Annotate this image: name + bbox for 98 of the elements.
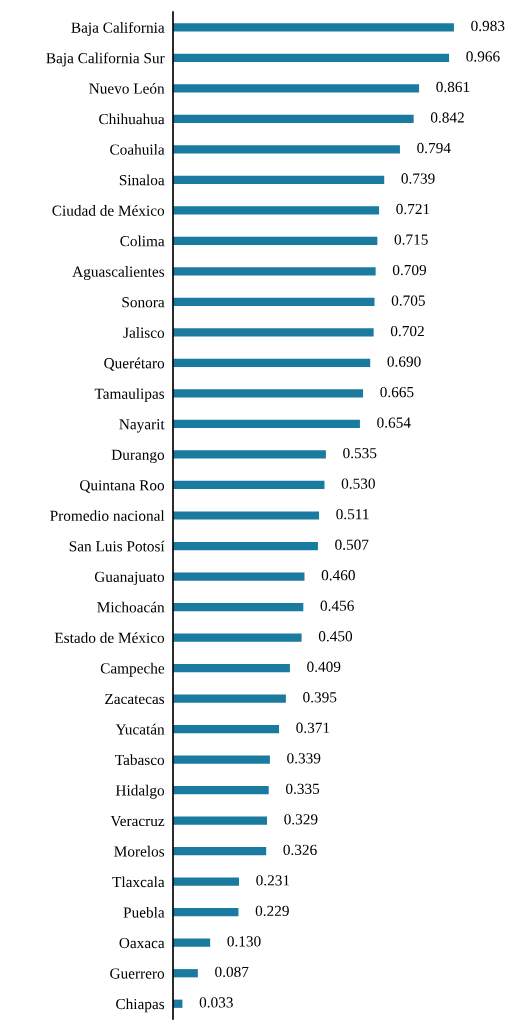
y-tick-label: Quintana Roo (80, 480, 165, 493)
y-tick-label: Yucatán (115, 723, 165, 735)
y-tick-label: Campeche (100, 662, 165, 677)
data-label: 0.371 (296, 722, 330, 733)
data-label: 0.033 (199, 997, 233, 1008)
data-label: 0.861 (436, 81, 470, 93)
y-tick-label: Tabasco (115, 754, 165, 766)
bar (173, 572, 305, 581)
bar (173, 847, 267, 856)
data-label: 0.511 (336, 509, 369, 520)
bar (173, 541, 318, 551)
data-label: 0.339 (287, 753, 321, 764)
data-label: 0.665 (380, 386, 414, 398)
y-tick-label: Veracruz (110, 815, 165, 827)
data-label: 0.794 (417, 142, 451, 154)
data-label: 0.329 (284, 814, 318, 825)
y-tick-label: Zacatecas (105, 693, 165, 705)
y-tick-label: Puebla (123, 906, 165, 918)
bar (173, 419, 360, 429)
bar (173, 938, 211, 947)
bar (173, 480, 325, 490)
bar (173, 450, 326, 459)
bar (173, 84, 420, 93)
bar (173, 908, 239, 917)
bar (173, 236, 378, 245)
bar (173, 145, 400, 154)
y-tick-label: Baja California (71, 21, 165, 36)
y-tick-label: Chiapas (116, 998, 165, 1013)
y-tick-label: Aguascalientes (72, 266, 165, 280)
bar (173, 53, 450, 62)
data-label: 0.535 (343, 447, 377, 459)
data-label: 0.450 (318, 631, 353, 642)
bar (173, 816, 268, 825)
bar (173, 633, 302, 642)
y-tick-label: Querétaro (104, 357, 165, 371)
data-label: 0.739 (401, 173, 435, 184)
data-label: 0.409 (307, 661, 341, 672)
y-tick-label: Coahuila (110, 144, 165, 155)
y-tick-label: Guanajuato (94, 571, 165, 586)
data-label: 0.983 (471, 20, 505, 32)
y-tick-label: Guerrero (110, 968, 165, 979)
bar (173, 297, 375, 307)
y-tick-label: Tamaulipas (94, 388, 165, 402)
data-label: 0.842 (430, 112, 464, 123)
data-label: 0.715 (394, 234, 428, 245)
y-tick-label: Nayarit (119, 419, 165, 433)
y-tick-label: Sinaloa (119, 174, 165, 186)
data-label: 0.690 (387, 356, 421, 367)
bar (173, 511, 320, 520)
y-tick-label: Promedio nacional (50, 510, 165, 521)
bar (173, 694, 286, 703)
data-label: 0.231 (256, 875, 290, 886)
y-tick-label: Durango (111, 449, 165, 464)
data-label: 0.702 (390, 325, 424, 337)
bar (173, 114, 414, 123)
data-label: 0.721 (396, 203, 430, 215)
data-label: 0.460 (321, 570, 355, 581)
y-tick-label: Morelos (114, 845, 165, 857)
y-tick-label: Ciudad de México (52, 205, 165, 216)
y-tick-label: Jalisco (123, 327, 165, 338)
y-tick-label: Colima (120, 235, 165, 247)
bar (173, 267, 376, 276)
y-tick-label: Hidalgo (115, 784, 165, 799)
y-tick-label: Baja California Sur (46, 52, 165, 67)
bar (173, 175, 385, 184)
y-tick-label: Oaxaca (119, 937, 165, 949)
data-label: 0.507 (335, 539, 369, 550)
bar (173, 389, 364, 398)
data-label: 0.709 (392, 264, 427, 276)
data-label: 0.130 (227, 936, 261, 947)
bar (173, 663, 290, 673)
data-label: 0.966 (466, 51, 500, 62)
y-tick-label: Chihuahua (99, 113, 165, 125)
bar (173, 786, 269, 795)
y-tick-label: Estado de México (54, 632, 165, 644)
data-label: 0.395 (303, 692, 337, 703)
bar (173, 23, 454, 32)
bar (173, 602, 304, 612)
y-tick-label: Sonora (122, 297, 165, 308)
data-label: 0.229 (255, 905, 289, 917)
bar (173, 724, 280, 734)
y-tick-label: Tlaxcala (112, 876, 165, 888)
bar (173, 755, 270, 764)
data-label: 0.530 (341, 478, 375, 489)
y-tick-label: Nuevo León (89, 82, 165, 94)
bar (173, 328, 374, 337)
bar (173, 877, 240, 886)
data-label: 0.654 (377, 417, 411, 428)
data-label: 0.326 (283, 844, 317, 856)
data-label: 0.335 (286, 783, 320, 795)
bar (173, 969, 198, 978)
data-label: 0.456 (320, 600, 354, 611)
y-tick-label: San Luis Potosí (69, 540, 165, 552)
data-label: 0.705 (391, 295, 425, 306)
bar (173, 358, 371, 368)
data-label: 0.087 (215, 966, 249, 978)
y-tick-label: Michoacán (97, 601, 165, 613)
bar (173, 206, 380, 215)
